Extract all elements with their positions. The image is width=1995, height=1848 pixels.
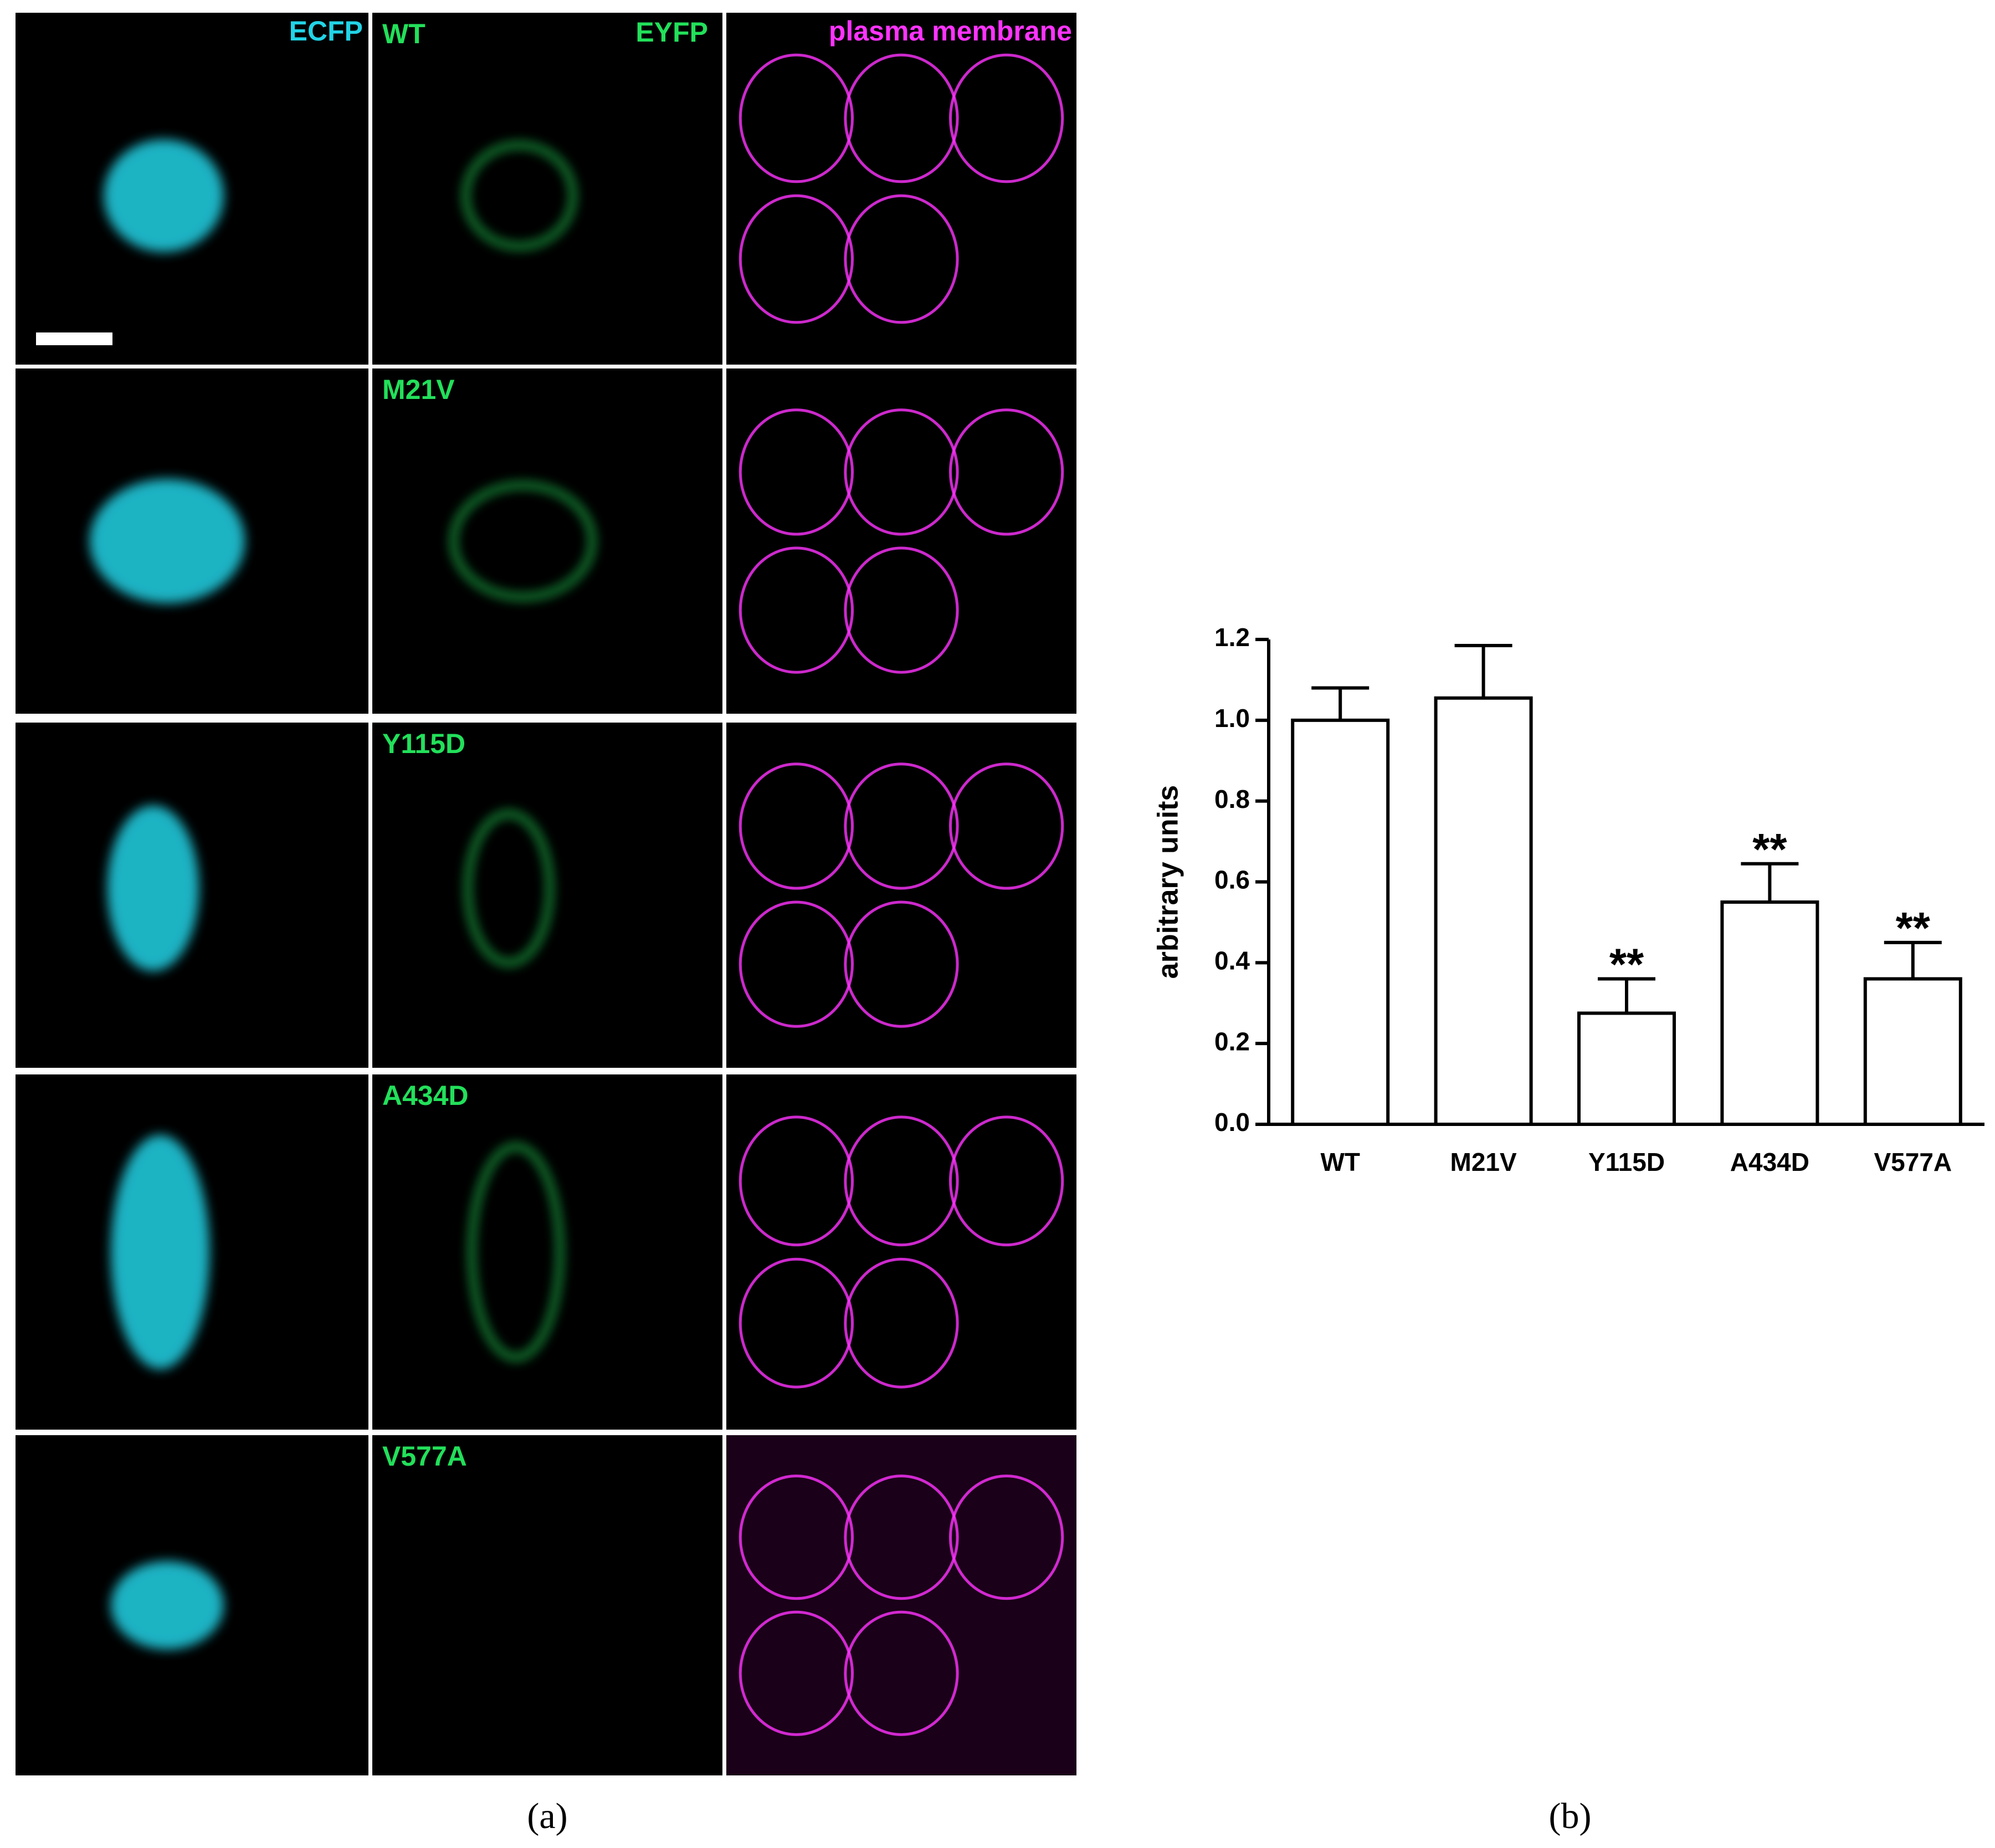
- cell-signal: [844, 546, 959, 674]
- bar: [1863, 977, 1962, 1126]
- micrograph: [726, 1074, 1076, 1430]
- significance-marker: **: [1609, 940, 1644, 989]
- row-label: WT: [382, 18, 425, 49]
- row-label: Y115D: [382, 728, 465, 759]
- scale-bar: [36, 332, 112, 345]
- micrograph: [726, 368, 1076, 714]
- x-tick-label: WT: [1320, 1148, 1360, 1176]
- panel-caption: (a): [527, 1796, 567, 1836]
- y-tick-label: 0.2: [1214, 1027, 1250, 1056]
- row-label: M21V: [382, 374, 455, 405]
- cell-signal: [948, 1115, 1064, 1247]
- cell-signal: [844, 53, 959, 183]
- cell-signal: [738, 900, 854, 1028]
- cell-signal: [844, 194, 959, 324]
- y-tick-label: 1.2: [1214, 623, 1250, 652]
- x-tick-label: Y115D: [1588, 1148, 1665, 1176]
- cell-signal: [948, 408, 1064, 536]
- cell-signal: [844, 1475, 959, 1600]
- cell-signal: [738, 408, 854, 536]
- micrograph: [372, 13, 722, 365]
- row-label: V577A: [382, 1441, 467, 1472]
- bar: [1577, 1011, 1676, 1126]
- cell-signal: [738, 1475, 854, 1600]
- y-tick-label: 0.8: [1214, 785, 1250, 813]
- panel-caption: (b): [1549, 1796, 1592, 1836]
- micrograph: [726, 1435, 1076, 1775]
- cell-signal: [463, 142, 576, 249]
- cell-signal: [948, 762, 1064, 890]
- cell-signal: [738, 1115, 854, 1247]
- row-label: A434D: [382, 1080, 469, 1111]
- bar: [1434, 696, 1533, 1126]
- y-tick-label: 0.4: [1214, 946, 1250, 975]
- cell-signal: [738, 194, 854, 324]
- cell-signal: [107, 805, 199, 971]
- bar-chart: 0.0 0.2 0.4 0.6 0.8 1.0 1.2 arbitrary units WT M2…: [1152, 623, 1984, 1176]
- significance-marker: **: [1752, 825, 1787, 874]
- cell-signal: [89, 479, 245, 603]
- channel-label: EYFP: [635, 17, 708, 48]
- cell-signal: [738, 1257, 854, 1389]
- cell-signal: [844, 900, 959, 1028]
- x-tick-label: V577A: [1874, 1148, 1952, 1176]
- channel-label: plasma membrane: [829, 16, 1072, 47]
- cell-signal: [110, 1561, 224, 1650]
- y-axis-label: arbitrary units: [1152, 785, 1184, 979]
- cell-signal: [450, 482, 595, 600]
- micrograph: [726, 723, 1076, 1068]
- cell-signal: [844, 408, 959, 536]
- cell-signal: [948, 1475, 1064, 1600]
- cell-signal: [844, 762, 959, 890]
- cell-signal: [738, 546, 854, 674]
- micrograph: [372, 1074, 722, 1430]
- bar: [1720, 900, 1819, 1127]
- micrograph: [372, 1435, 722, 1775]
- microscopy-panel: ECFP EYFP plasma membrane WT M21V Y115D A434D V…: [16, 13, 1076, 1775]
- cell-signal: [738, 53, 854, 183]
- y-tick-label: 0.6: [1214, 866, 1250, 894]
- x-tick-label: A434D: [1730, 1148, 1809, 1176]
- y-tick-label: 0.0: [1214, 1108, 1250, 1137]
- bar: [1291, 718, 1390, 1127]
- significance-marker: **: [1896, 903, 1931, 953]
- channel-label: ECFP: [289, 16, 363, 47]
- cell-signal: [844, 1610, 959, 1736]
- cell-signal: [469, 1144, 563, 1360]
- cell-signal: [844, 1115, 959, 1247]
- cell-signal: [844, 1257, 959, 1389]
- micrograph: [372, 368, 722, 714]
- cell-signal: [738, 762, 854, 890]
- micrograph: [726, 13, 1076, 365]
- cell-signal: [948, 53, 1064, 183]
- cell-signal: [465, 811, 553, 966]
- y-tick-label: 1.0: [1214, 704, 1250, 733]
- x-tick-label: M21V: [1450, 1148, 1517, 1176]
- cell-signal: [110, 1134, 210, 1370]
- cell-signal: [104, 139, 224, 252]
- cell-signal: [738, 1610, 854, 1736]
